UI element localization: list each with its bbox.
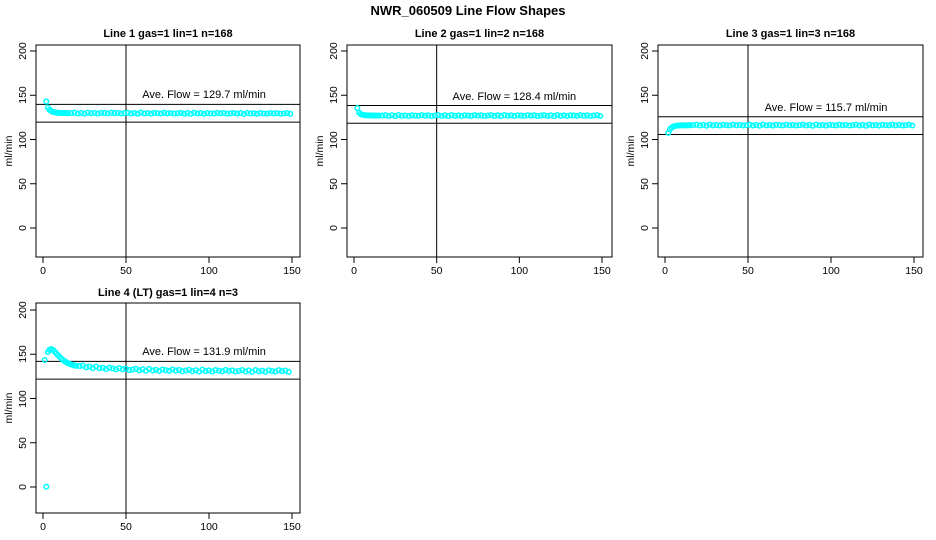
ave-flow-annotation: Ave. Flow = 129.7 ml/min — [142, 89, 266, 102]
x-tick-label: 0 — [40, 265, 46, 277]
plot-box — [657, 44, 924, 258]
ave-flow-annotation: Ave. Flow = 131.9 ml/min — [142, 346, 266, 359]
x-tick-label: 100 — [510, 265, 529, 277]
x-tick-label: 50 — [742, 265, 754, 277]
y-axis-label: ml/min — [3, 135, 15, 167]
subplot-title: Line 1 gas=1 lin=1 n=168 — [103, 28, 233, 40]
ave-flow-annotation: Ave. Flow = 115.7 ml/min — [764, 101, 888, 114]
y-tick-label: 200 — [17, 42, 29, 60]
y-tick-label: 200 — [639, 42, 651, 60]
y-tick-label: 0 — [639, 225, 651, 231]
x-tick-label: 0 — [662, 265, 668, 277]
y-axis-label: ml/min — [3, 392, 15, 424]
subplot-title: Line 2 gas=1 lin=2 n=168 — [414, 28, 545, 40]
x-tick-label: 0 — [351, 265, 357, 277]
y-tick-label: 100 — [17, 130, 29, 149]
x-tick-label: 150 — [283, 521, 301, 533]
plot-box — [346, 44, 613, 258]
subplot-title: Line 4 (LT) gas=1 lin=4 n=3 — [97, 287, 239, 299]
y-tick-label: 100 — [328, 130, 340, 149]
data-points — [41, 346, 292, 490]
ave-flow-annotation: Ave. Flow = 128.4 ml/min — [452, 90, 577, 103]
subplot-title: Line 3 gas=1 lin=3 n=168 — [725, 28, 856, 40]
x-tick-label: 100 — [200, 265, 218, 277]
plot-box — [35, 44, 301, 258]
y-tick-label: 150 — [639, 86, 651, 105]
y-tick-label: 0 — [17, 225, 29, 231]
y-tick-label: 150 — [17, 345, 29, 364]
y-tick-label: 50 — [17, 177, 29, 190]
x-tick-label: 150 — [593, 265, 611, 277]
data-points — [43, 98, 294, 117]
data-points — [354, 105, 604, 120]
y-tick-label: 50 — [17, 436, 29, 449]
y-tick-label: 200 — [328, 42, 340, 60]
y-tick-label: 150 — [328, 86, 340, 105]
y-tick-label: 100 — [639, 130, 651, 149]
y-tick-label: 0 — [17, 484, 29, 490]
x-tick-label: 50 — [120, 521, 132, 533]
y-tick-label: 0 — [328, 225, 340, 231]
y-tick-label: 200 — [17, 301, 29, 319]
y-axis-label: ml/min — [625, 135, 637, 167]
x-tick-label: 50 — [120, 265, 132, 277]
x-tick-label: 100 — [200, 521, 218, 533]
y-tick-label: 50 — [328, 177, 340, 190]
y-tick-label: 50 — [639, 177, 651, 190]
x-tick-label: 150 — [905, 265, 923, 277]
x-tick-label: 150 — [283, 265, 301, 277]
y-axis-label: ml/min — [314, 135, 326, 167]
y-tick-label: 100 — [17, 389, 29, 408]
x-tick-label: 50 — [430, 265, 443, 277]
x-tick-label: 0 — [40, 521, 46, 533]
y-tick-label: 150 — [17, 86, 29, 105]
plot-box — [35, 302, 301, 514]
x-tick-label: 100 — [822, 265, 840, 277]
data-points — [665, 121, 916, 136]
figure-title: NWR_060509 Line Flow Shapes — [370, 3, 566, 18]
